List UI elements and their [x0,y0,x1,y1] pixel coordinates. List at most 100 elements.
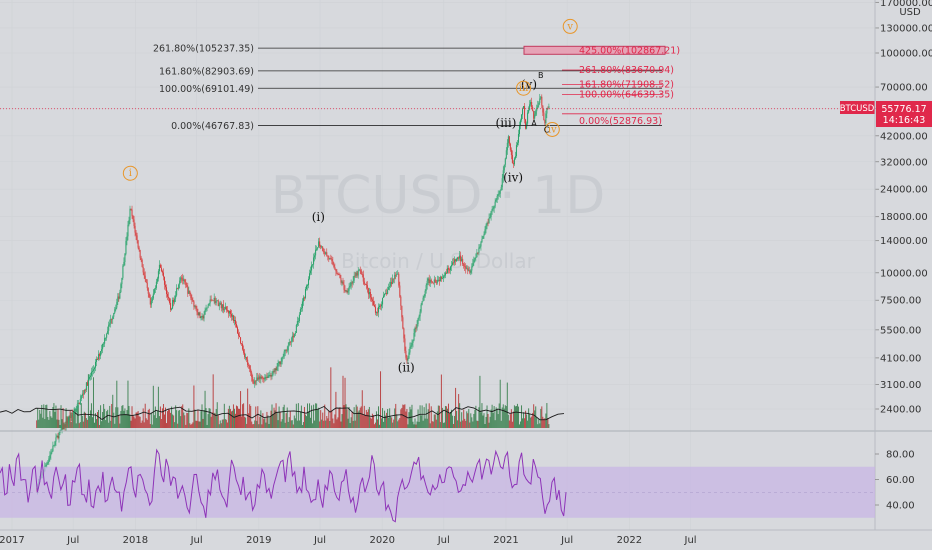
candle-body [524,106,526,120]
volume-bar [153,415,155,428]
volume-bar [101,421,103,428]
candle-body [302,297,304,302]
volume-bar [295,403,297,428]
candle-body [255,380,257,382]
volume-bar [222,419,224,428]
candle-body [371,299,373,302]
volume-bar [497,414,499,428]
volume-bar [127,380,129,428]
volume-bar [332,418,334,428]
candle-body [516,142,518,146]
candle-body [309,273,311,279]
volume-bar [87,374,89,428]
volume-bar [444,405,446,428]
candle-body [86,382,88,386]
volume-bar [141,420,143,428]
candle-body [521,114,523,121]
candle-body [342,281,344,285]
candle-body [380,305,382,307]
candle-body [351,282,353,284]
candle-body [433,279,435,283]
volume-bar [356,406,358,428]
volume-bar [483,413,485,428]
volume-bar [71,414,73,428]
volume-bar [513,405,515,428]
volume-bar [255,406,257,428]
candle-body [161,271,163,273]
candle-body [89,375,91,378]
candle-body [241,343,243,345]
candle-body [141,259,143,267]
fib-extension-label: 0.00%(52876.93) [579,116,662,127]
candle-body [485,225,487,230]
volume-bar [364,415,366,428]
candle-body [64,424,66,427]
candle-body [249,365,251,369]
volume-bar [523,412,525,428]
candle-body [122,265,124,278]
candle-body [118,296,120,299]
candle-body [193,301,195,307]
volume-bar [264,417,266,428]
volume-bar [57,408,59,428]
volume-bar [517,406,519,428]
wave-label: C [544,125,550,134]
volume-bar [312,423,314,428]
rsi-band [0,466,875,518]
candle-body [340,278,342,283]
candle-body [479,246,481,248]
volume-bar [297,403,299,428]
volume-bar [277,420,279,428]
volume-bar [454,415,456,428]
volume-bar [499,379,501,428]
candle-body [54,441,56,446]
candle-body [75,409,77,411]
candle-body [388,287,390,290]
volume-bar [414,418,416,428]
volume-bar [530,417,532,428]
volume-bar [428,403,430,428]
candle-body [233,320,235,322]
candle-body [304,289,306,298]
volume-bar [476,420,478,428]
volume-bar [381,418,383,428]
volume-bar [322,412,324,428]
volume-bar [305,416,307,428]
volume-bar [223,403,225,428]
candle-body [305,285,307,290]
volume-bar [207,414,209,428]
candle-body [540,96,542,99]
candle-body [107,330,109,334]
volume-bar [402,404,404,428]
volume-bar [461,412,463,428]
volume-bar [345,404,347,428]
candle-body [450,266,452,271]
candle-body [440,276,442,279]
volume-bar [347,418,349,428]
time-axis[interactable]: 2017 Jul 2018 Jul 2019 Jul 2020 Jul 2021 Jul 2022 J… [0,535,697,546]
candle-body [155,281,157,288]
volume-bar [463,409,465,428]
price-tick-label: 24000.00 [880,185,928,196]
candle-body [260,376,262,379]
volume-bar [516,403,518,428]
volume-bar [502,404,504,428]
volume-bar [315,403,317,428]
candle-body [196,308,198,313]
candle-body [313,257,315,265]
volume-bar [72,413,74,428]
volume-bar [309,403,311,428]
volume-bar [50,416,52,428]
candle-body [405,350,407,358]
candle-body [320,245,322,248]
candle-body [92,369,94,371]
volume-bar [319,421,321,428]
candle-body [149,297,151,305]
volume-bar [468,408,470,428]
candle-body [347,290,349,293]
candle-body [404,338,406,351]
candle-body [133,219,135,226]
volume-bar [239,408,241,428]
volume-bar [378,406,380,428]
